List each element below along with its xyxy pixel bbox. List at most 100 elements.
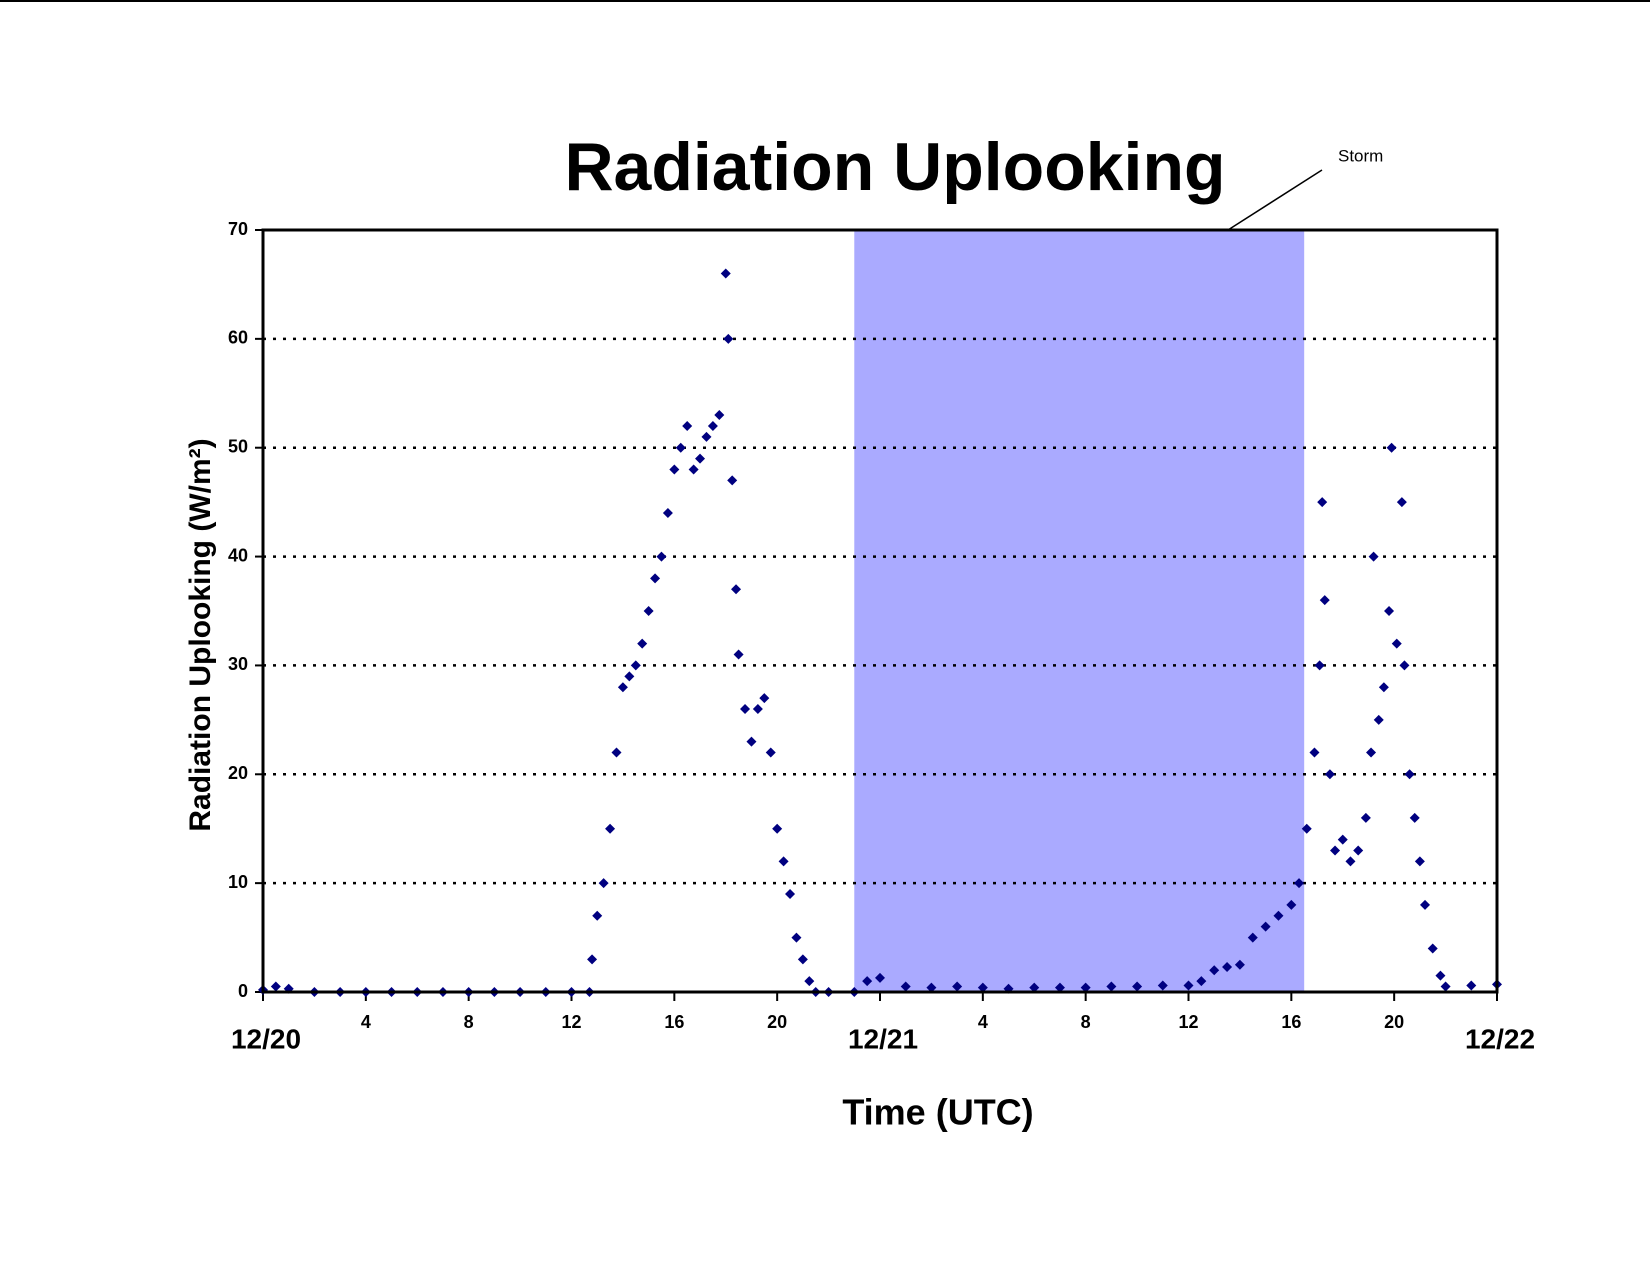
x-tick-label: 16 xyxy=(1281,1012,1301,1032)
point xyxy=(624,671,635,682)
point xyxy=(1378,682,1389,693)
point xyxy=(1368,551,1379,562)
point xyxy=(926,982,937,993)
y-axis-label: Radiation Uplooking (W/m²) xyxy=(184,438,217,831)
x-tick-label: 12 xyxy=(1178,1012,1198,1032)
x-tick-label: 20 xyxy=(767,1012,787,1032)
x-tick-label: 12/20 xyxy=(231,1023,301,1054)
point xyxy=(1345,856,1356,867)
point xyxy=(875,972,885,983)
point xyxy=(682,420,693,431)
point xyxy=(862,976,873,987)
point xyxy=(1054,982,1065,993)
point xyxy=(752,703,763,714)
point xyxy=(778,856,789,867)
point xyxy=(1360,812,1371,823)
point xyxy=(785,889,796,900)
y-tick-label: 10 xyxy=(228,872,248,892)
point xyxy=(1209,965,1220,976)
point xyxy=(1391,638,1402,649)
x-tick-label: 4 xyxy=(361,1012,371,1032)
point xyxy=(977,982,988,993)
point xyxy=(598,878,609,889)
point xyxy=(1183,980,1194,991)
point xyxy=(1222,961,1233,972)
y-tick-label: 50 xyxy=(228,436,248,456)
point xyxy=(1404,769,1415,780)
point xyxy=(1294,878,1305,889)
point xyxy=(1029,982,1040,993)
point xyxy=(605,823,616,834)
point xyxy=(1317,497,1328,508)
point xyxy=(592,910,603,921)
x-tick-label: 16 xyxy=(664,1012,684,1032)
chart-title: Radiation Uplooking xyxy=(564,129,1225,205)
point xyxy=(1384,606,1395,616)
point xyxy=(1366,747,1377,758)
x-tick-label: 8 xyxy=(464,1012,474,1032)
point xyxy=(1106,981,1117,992)
point xyxy=(587,954,598,965)
point xyxy=(772,823,783,834)
point xyxy=(1260,921,1271,932)
point xyxy=(643,606,654,616)
point xyxy=(952,981,963,992)
point xyxy=(701,431,712,442)
point xyxy=(270,981,281,992)
point xyxy=(1314,660,1325,671)
x-tick-label: 12/22 xyxy=(1465,1023,1535,1054)
point xyxy=(1309,747,1320,758)
point xyxy=(1414,856,1425,867)
x-tick-label: 12/21 xyxy=(848,1023,918,1054)
point xyxy=(662,508,673,519)
point xyxy=(791,932,802,943)
storm-region xyxy=(854,230,1305,992)
point xyxy=(1337,834,1348,845)
annotation: Storm xyxy=(1338,146,1383,165)
point xyxy=(733,649,744,660)
point xyxy=(1286,899,1297,910)
y-tick-label: 60 xyxy=(228,328,248,348)
point xyxy=(611,747,622,758)
y-tick-label: 30 xyxy=(228,654,248,674)
point xyxy=(1080,982,1091,993)
point xyxy=(765,747,776,758)
point xyxy=(714,410,725,421)
point xyxy=(804,976,815,987)
point xyxy=(630,660,641,671)
point xyxy=(1330,845,1341,856)
point xyxy=(695,453,706,464)
point xyxy=(1373,714,1384,725)
y-tick-label: 20 xyxy=(228,763,248,783)
point xyxy=(1324,769,1335,780)
plot-area: Storm 0 10 20 30 40 50 60 70 12/20 4 8 12 16 20 12/21 4 8… xyxy=(228,146,1535,1054)
point xyxy=(1420,899,1431,910)
point xyxy=(637,638,648,649)
point xyxy=(1353,845,1364,856)
point xyxy=(720,268,731,279)
point xyxy=(1247,932,1258,943)
point xyxy=(1132,981,1143,992)
point xyxy=(1273,910,1284,921)
y-tick-label: 0 xyxy=(238,981,248,1001)
point xyxy=(688,464,699,475)
point xyxy=(1319,595,1330,606)
point xyxy=(797,954,808,965)
point xyxy=(1427,943,1438,954)
point xyxy=(675,442,686,453)
point xyxy=(707,420,718,431)
x-tick-label: 8 xyxy=(1081,1012,1091,1032)
x-tick-label: 4 xyxy=(978,1012,988,1032)
y-tick-label: 70 xyxy=(228,219,248,239)
point xyxy=(1396,497,1407,508)
point xyxy=(1234,959,1245,970)
point xyxy=(731,584,742,595)
point xyxy=(1409,812,1420,823)
x-tick-label: 12 xyxy=(561,1012,581,1032)
point xyxy=(1386,442,1397,453)
plot-frame xyxy=(261,228,1499,994)
point xyxy=(656,551,667,562)
point xyxy=(1301,823,1312,834)
point xyxy=(1435,970,1446,981)
